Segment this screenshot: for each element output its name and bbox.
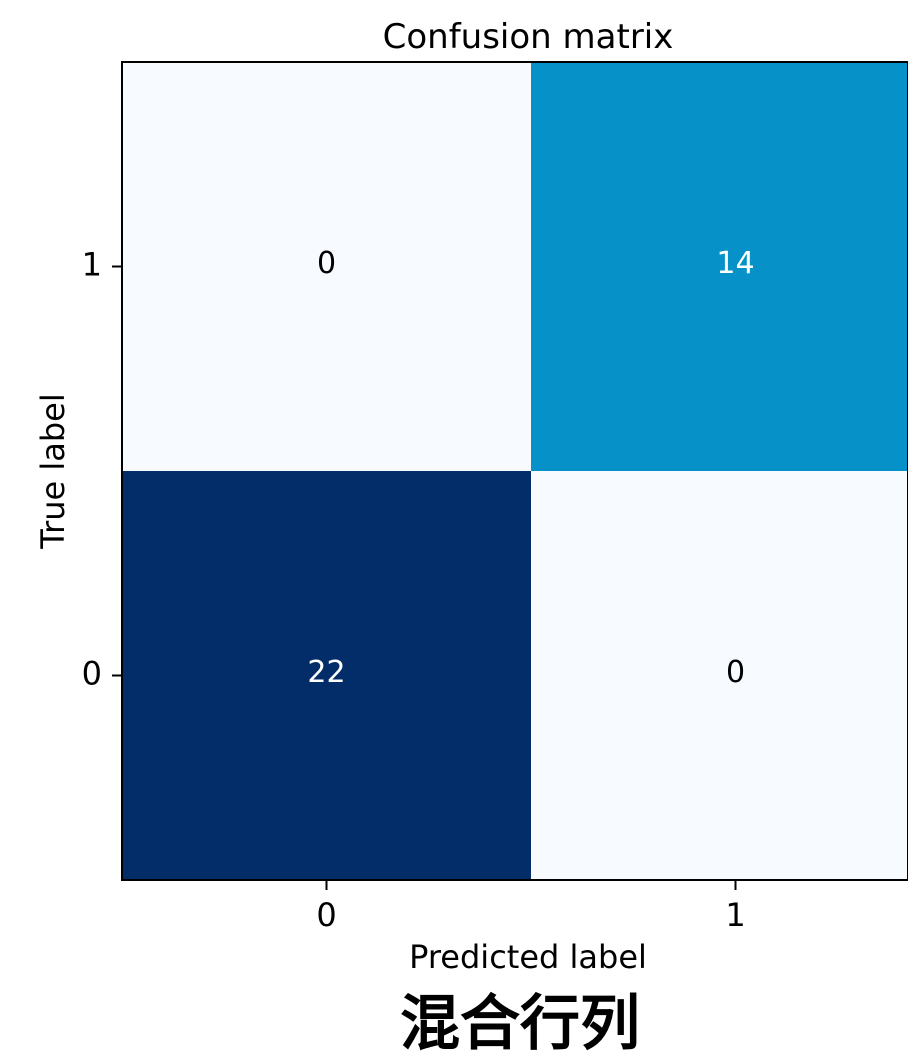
cell-value-label: 0 (726, 655, 745, 690)
axis-ticks: 0 1 1 0 (82, 246, 746, 935)
x-tick-label: 1 (725, 896, 745, 934)
x-axis-label: Predicted label (409, 938, 647, 976)
cell-value-label: 14 (716, 246, 754, 281)
y-tick-label: 0 (82, 655, 102, 693)
y-axis-label: True label (34, 393, 72, 550)
heatmap-cells: 0 14 22 0 (122, 62, 908, 880)
cell-value-label: 22 (307, 655, 345, 690)
x-tick-label: 0 (316, 896, 336, 934)
cell-value-label: 0 (317, 246, 336, 281)
heatmap-cell-true-0-pred-0 (122, 471, 531, 880)
figure-caption: 混合行列 (400, 989, 640, 1051)
heatmap-cell-true-1-pred-0 (122, 62, 531, 471)
heatmap-cell-true-1-pred-1 (531, 62, 908, 471)
heatmap-cell-true-0-pred-1 (531, 471, 908, 880)
plot-frame (121, 61, 908, 881)
chart-title: Confusion matrix (383, 17, 674, 57)
y-tick-label: 1 (82, 246, 102, 284)
